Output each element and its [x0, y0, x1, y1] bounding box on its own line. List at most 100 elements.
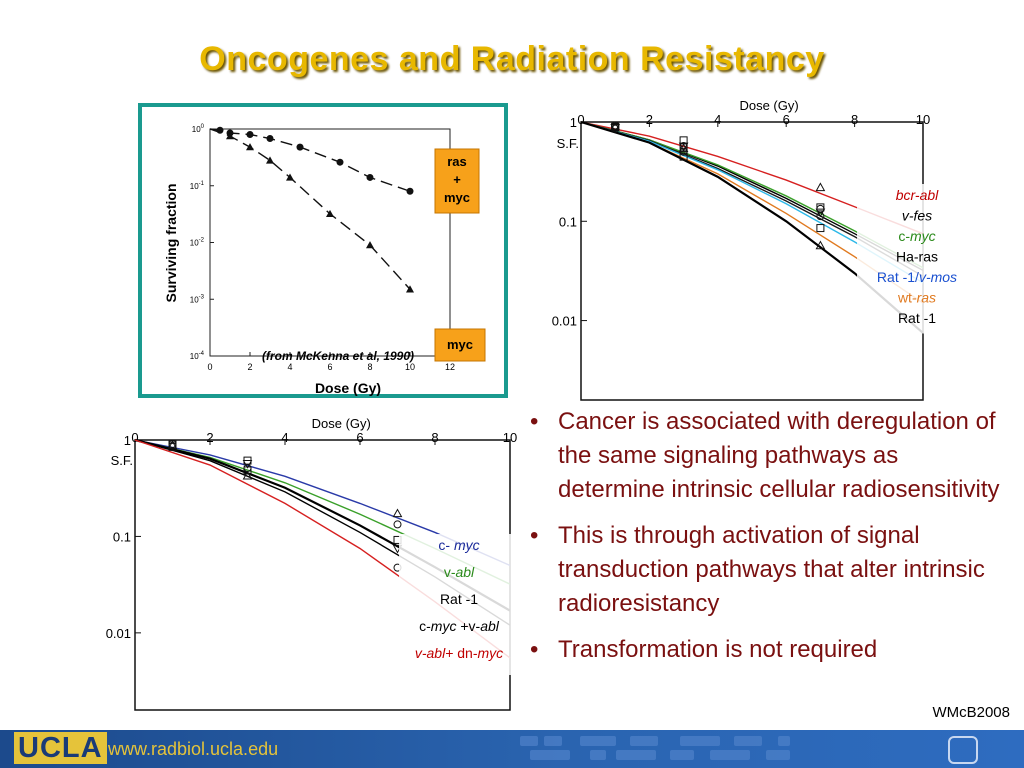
x-tick-label: 6 [783, 112, 790, 127]
x-axis-title: Dose (Gy) [739, 98, 798, 113]
legend-entry: wt-ras [897, 290, 936, 306]
series-label: myc [444, 190, 470, 205]
data-point [286, 173, 294, 181]
data-point [815, 182, 826, 192]
data-point [366, 241, 374, 249]
series-label: ras [447, 154, 467, 169]
data-point [406, 187, 414, 195]
data-point [406, 285, 414, 293]
data-point [816, 203, 825, 212]
data-point [610, 124, 621, 133]
data-point [246, 130, 254, 138]
decorative-blocks [520, 736, 790, 760]
x-tick-label: 10 [405, 362, 415, 372]
x-axis-title: Dose (Gy) [312, 418, 371, 431]
bullet-item: • Cancer is associated with deregulation … [530, 405, 1010, 507]
x-tick-label: 6 [327, 362, 332, 372]
footer-url[interactable]: www.radbiol.ucla.edu [108, 739, 279, 759]
x-tick-label: 8 [367, 362, 372, 372]
data-point [393, 520, 402, 529]
ucla-logo: UCLA [14, 732, 107, 764]
data-point [226, 132, 234, 140]
x-tick-label: 2 [646, 112, 653, 127]
legend-entry: Rat -1 [440, 591, 478, 607]
myc-curve [209, 128, 411, 290]
data-point [246, 143, 254, 151]
y-tick-label: 10-2 [190, 238, 205, 248]
data-point [611, 124, 620, 133]
legend-entry: c- myc [438, 537, 479, 553]
data-point [679, 147, 688, 156]
legend-entry: c-myc [898, 228, 935, 244]
legend-entry: Ha-ras [896, 249, 938, 265]
x-tick-label: 8 [851, 112, 858, 127]
author-credit: WMcB2008 [932, 704, 1010, 721]
x-tick-label: 2 [206, 430, 213, 445]
survival-chart-oncogenes: Dose (Gy) 0 2 4 6 8 10 1 0.1 0.01 S.F. bcr-abl v-fes… [552, 98, 977, 401]
legend-background [857, 184, 977, 334]
y-tick-label: 0.01 [106, 626, 131, 641]
data-point [816, 212, 825, 221]
data-point [610, 121, 621, 131]
legend-entry: v-fes [902, 208, 932, 224]
data-point [336, 158, 344, 166]
legend-entry: c-myc +v-abl [419, 618, 500, 634]
x-tick-label: 0 [577, 112, 584, 127]
y-axis-label: S.F. [557, 136, 579, 151]
x-axis-label: Dose (Gy) [315, 380, 381, 396]
slide-title: Oncogenes and Radiation Resistancy [199, 40, 825, 78]
x-tick-label: 10 [503, 430, 517, 445]
bullet-text: Transformation is not required [558, 636, 878, 663]
legend-entry: v-abl [444, 564, 475, 580]
data-point [816, 224, 825, 233]
bullet-item: • Transformation is not required [530, 633, 1010, 667]
legend-entry: Rat -1/v-mos [877, 269, 957, 285]
x-tick-label: 8 [431, 430, 438, 445]
y-tick-label: 1 [570, 115, 577, 130]
legend-entry: bcr-abl [896, 187, 939, 203]
data-point [815, 208, 826, 218]
data-point [266, 135, 274, 143]
bullet-list: • Cancer is associated with deregulation … [530, 405, 1010, 679]
data-point [678, 143, 689, 153]
data-point [167, 440, 178, 450]
data-point [266, 156, 274, 164]
data-point [168, 442, 177, 451]
series-label: myc [447, 337, 473, 352]
bullet-item: • This is through activation of signal tr… [530, 519, 1010, 621]
x-tick-label: 6 [356, 430, 363, 445]
data-point [678, 142, 689, 152]
y-tick-label: 10-4 [190, 351, 205, 361]
y-tick-label: 0.1 [559, 214, 577, 229]
y-tick-label: 0.1 [113, 529, 131, 544]
series-label: + [453, 172, 461, 187]
data-point [392, 508, 403, 518]
nav-icon[interactable] [948, 736, 978, 764]
x-tick-label: 10 [916, 112, 930, 127]
footer-bar: UCLA www.radbiol.ucla.edu [0, 730, 1024, 768]
legend-entry: v-abl+ dn-myc [415, 645, 503, 661]
data-point [243, 466, 252, 475]
x-tick-label: 2 [247, 362, 252, 372]
bullet-text: This is through activation of signal tra… [558, 522, 985, 617]
data-point [242, 459, 253, 469]
x-tick-label: 4 [287, 362, 292, 372]
y-tick-label: 0.01 [552, 314, 577, 329]
series-label-box [434, 148, 480, 214]
data-point [326, 209, 334, 218]
x-tick-label: 0 [131, 430, 138, 445]
legend-background [399, 534, 519, 675]
y-tick-label: 10-1 [190, 181, 205, 191]
data-point [366, 173, 374, 181]
survival-chart-myc-abl: Dose (Gy) 0 2 4 6 8 10 1 0.1 0.01 S.F. c- myc v-abl R… [106, 418, 519, 711]
x-tick-label: 12 [445, 362, 455, 372]
x-tick-label: 4 [281, 430, 288, 445]
x-tick-label: 0 [207, 362, 212, 372]
y-axis-label: Surviving fraction [163, 183, 179, 302]
y-tick-label: 100 [192, 124, 205, 134]
y-tick-label: 1 [124, 433, 131, 448]
series-label-box [434, 328, 486, 362]
data-point [296, 143, 304, 151]
x-tick-label: 4 [714, 112, 721, 127]
data-point [679, 152, 688, 161]
